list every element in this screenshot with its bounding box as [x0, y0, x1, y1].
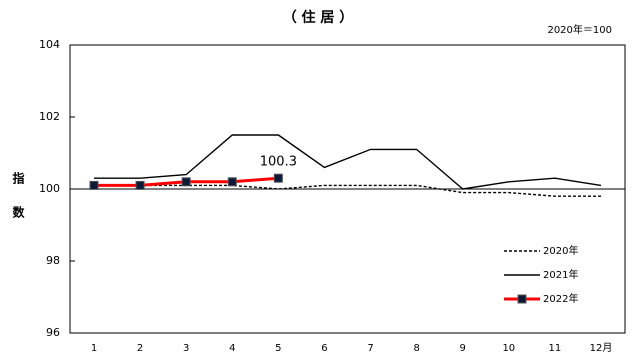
marker — [135, 180, 145, 190]
x-tick-label: 2 — [137, 343, 143, 354]
y-tick-label: 100 — [39, 182, 60, 195]
y-tick-label: 96 — [46, 326, 60, 339]
series-line — [94, 134, 602, 190]
marker — [89, 180, 99, 190]
x-tick-label: 11 — [549, 343, 562, 354]
series-line — [94, 184, 601, 197]
x-tick-label: 7 — [367, 343, 373, 354]
marker — [227, 177, 237, 187]
y-axis-label: 指数 — [11, 171, 25, 240]
x-tick-label: 12月 — [590, 342, 613, 354]
x-tick-label: 6 — [321, 343, 327, 354]
data-label: 100.3 — [260, 155, 297, 170]
chart-title: （ 住 居 ） — [283, 9, 354, 26]
legend-label: 2021年 — [543, 268, 578, 281]
x-tick-label: 5 — [275, 343, 281, 354]
y-tick-label: 102 — [39, 110, 60, 123]
y-tick-label: 98 — [46, 254, 60, 267]
legend-marker — [517, 294, 527, 304]
x-tick-label: 4 — [229, 343, 235, 354]
y-tick-label: 104 — [39, 38, 60, 51]
legend-label: 2020年 — [543, 244, 578, 257]
x-tick-label: 10 — [502, 343, 515, 354]
x-tick-label: 9 — [460, 343, 466, 354]
marker — [181, 177, 191, 187]
marker — [273, 173, 283, 183]
x-tick-label: 3 — [183, 343, 189, 354]
chart-subtitle: 2020年＝100 — [547, 23, 612, 36]
legend-label: 2022年 — [543, 292, 578, 305]
x-tick-label: 1 — [91, 343, 97, 354]
x-tick-label: 8 — [413, 343, 419, 354]
